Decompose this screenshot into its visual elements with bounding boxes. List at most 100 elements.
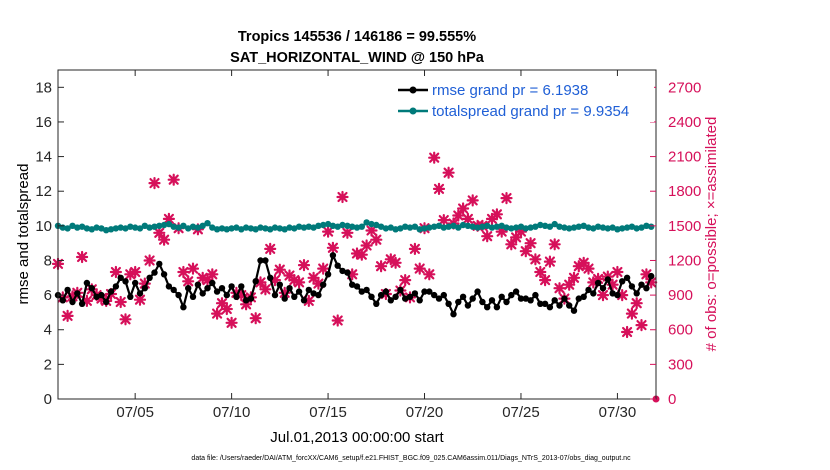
totalspread-point (527, 224, 534, 231)
x-tick-label: 07/30 (599, 404, 637, 421)
totalspread-point (165, 220, 173, 228)
rmse-point (377, 291, 385, 299)
rmse-point (382, 288, 390, 295)
rmse-point (643, 285, 650, 292)
obs-marker-cross (524, 237, 537, 250)
y-tick-label: 10 (35, 218, 52, 235)
rmse-point (320, 281, 327, 288)
rmse-point (267, 274, 274, 281)
rmse-point (638, 281, 645, 288)
rmse-point (238, 283, 245, 290)
rmse-point (271, 291, 279, 299)
x-tick-label: 07/15 (309, 404, 347, 421)
rmse-point (633, 290, 640, 297)
rmse-point (281, 295, 288, 302)
rmse-point (503, 298, 510, 306)
obs-marker (524, 237, 537, 250)
totalspread-point (107, 226, 115, 233)
rmse-point (411, 290, 419, 297)
totalspread-point (262, 225, 269, 232)
rmse-point (353, 283, 361, 290)
rmse-point (228, 283, 235, 290)
obs-marker-cross (399, 274, 412, 287)
totalspread-point (136, 225, 144, 232)
rmse-point (619, 278, 626, 285)
obs-marker (428, 151, 441, 164)
totalspread-point (103, 227, 110, 234)
obs-marker-cross (389, 256, 402, 269)
obs-marker (423, 268, 436, 281)
totalspread-point (218, 225, 226, 232)
plot-frame (57, 69, 657, 400)
obs-marker (538, 274, 552, 287)
obs-marker-cross (158, 233, 171, 246)
obs-marker-cross (481, 230, 494, 243)
obs-marker-cross (293, 276, 306, 289)
totalspread-point (122, 225, 129, 232)
totalspread-point (286, 224, 293, 231)
obs-marker (211, 307, 224, 320)
totalspread-point (329, 222, 337, 229)
rmse-point (368, 293, 375, 300)
rmse-point (594, 279, 602, 287)
totalspread-point (353, 224, 361, 231)
obs-marker (567, 271, 581, 284)
totalspread-point (146, 224, 153, 231)
rmse-point (628, 283, 636, 290)
rmse-point (570, 307, 578, 314)
rmse-point (609, 290, 616, 297)
rmse-point (421, 288, 428, 295)
obs-marker (143, 254, 156, 267)
y-axis-label: rmse and totalspread (15, 164, 32, 305)
totalspread-point (199, 222, 206, 229)
totalspread-point (300, 224, 308, 231)
obs-marker-cross (596, 289, 610, 302)
totalspread-point (252, 226, 259, 233)
obs-marker (167, 173, 180, 186)
rmse-point (469, 295, 476, 302)
rmse-point (247, 295, 255, 302)
rmse-point (213, 288, 221, 295)
obs-marker (360, 239, 373, 252)
rmse-point (455, 298, 462, 306)
totalspread-point (213, 226, 221, 233)
obs-marker-cross (133, 293, 147, 306)
totalspread-point (512, 224, 520, 231)
legend-rmse-marker (409, 86, 417, 94)
totalspread-point (88, 226, 96, 233)
rmse-point (623, 274, 631, 281)
rmse-point (329, 252, 337, 259)
obs-marker-cross (225, 316, 238, 329)
obs-marker-cross (326, 241, 339, 254)
rmse-point (397, 286, 404, 294)
rmse-point (604, 276, 611, 283)
totalspread-point (112, 225, 120, 232)
chart-subtitle: SAT_HORIZONTAL_WIND @ 150 hPa (230, 50, 485, 66)
rmse-point (310, 290, 317, 297)
totalspread-point (455, 224, 462, 231)
obs-marker (182, 275, 195, 288)
y-tick-label: 14 (35, 149, 52, 166)
rmse-point (165, 283, 173, 290)
rmse-point (575, 295, 582, 302)
rmse-point (300, 297, 308, 304)
obs-marker (158, 233, 171, 246)
obs-marker (355, 248, 368, 261)
rmse-point (78, 300, 86, 307)
totalspread-point (64, 225, 71, 232)
obs-marker (114, 295, 127, 309)
rmse-point (295, 288, 303, 295)
totalspread-point (599, 224, 607, 231)
rmse-point (546, 304, 554, 311)
obs-marker (370, 233, 383, 246)
totalspread-point (551, 220, 558, 228)
totalspread-point (127, 223, 134, 230)
rmse-point (406, 293, 414, 300)
obs-marker-cross (413, 262, 426, 275)
x-tick-label: 07/25 (502, 404, 540, 421)
obs-marker-cross (529, 253, 542, 266)
rmse-point (522, 295, 529, 302)
rmse-point (599, 285, 607, 292)
totalspread-point (493, 223, 501, 230)
rmse-point (103, 298, 110, 306)
